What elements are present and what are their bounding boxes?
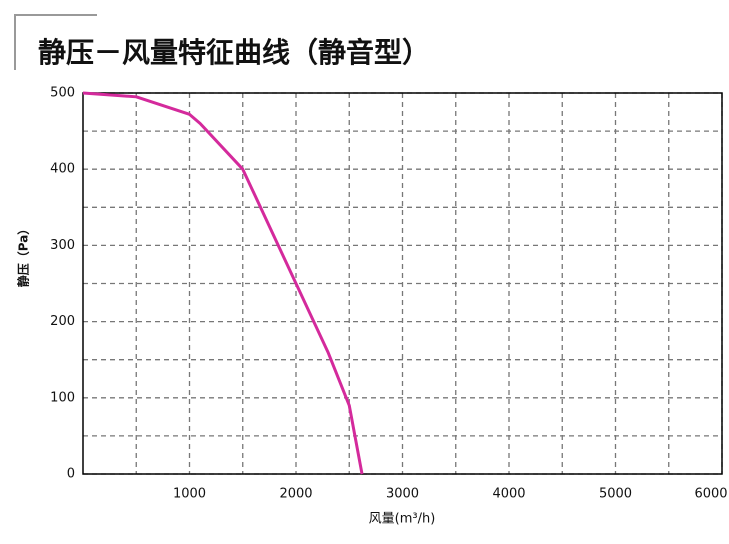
y-tick-label: 500 xyxy=(50,86,75,101)
data-line xyxy=(82,91,364,475)
x-tick-label: 1000 xyxy=(173,487,206,502)
x-tick-label: 2000 xyxy=(279,487,312,502)
chart-title: 静压－风量特征曲线（静音型） xyxy=(38,36,430,69)
plot-frame xyxy=(82,92,723,475)
x-tick-label: 3000 xyxy=(386,487,419,502)
x-tick-label: 5000 xyxy=(599,487,632,502)
y-axis-label: 静压（Pa） xyxy=(16,223,31,288)
y-tick-label: 300 xyxy=(50,238,75,253)
title-frame xyxy=(14,14,97,70)
y-tick-label: 400 xyxy=(50,162,75,177)
x-tick-label: 4000 xyxy=(492,487,525,502)
y-tick-label: 200 xyxy=(50,314,75,329)
y-tick-label: 0 xyxy=(67,467,75,482)
x-tick-label: 6000 xyxy=(694,487,727,502)
y-tick-label: 100 xyxy=(50,390,75,405)
x-axis-label: 风量(m³/h) xyxy=(369,512,436,527)
